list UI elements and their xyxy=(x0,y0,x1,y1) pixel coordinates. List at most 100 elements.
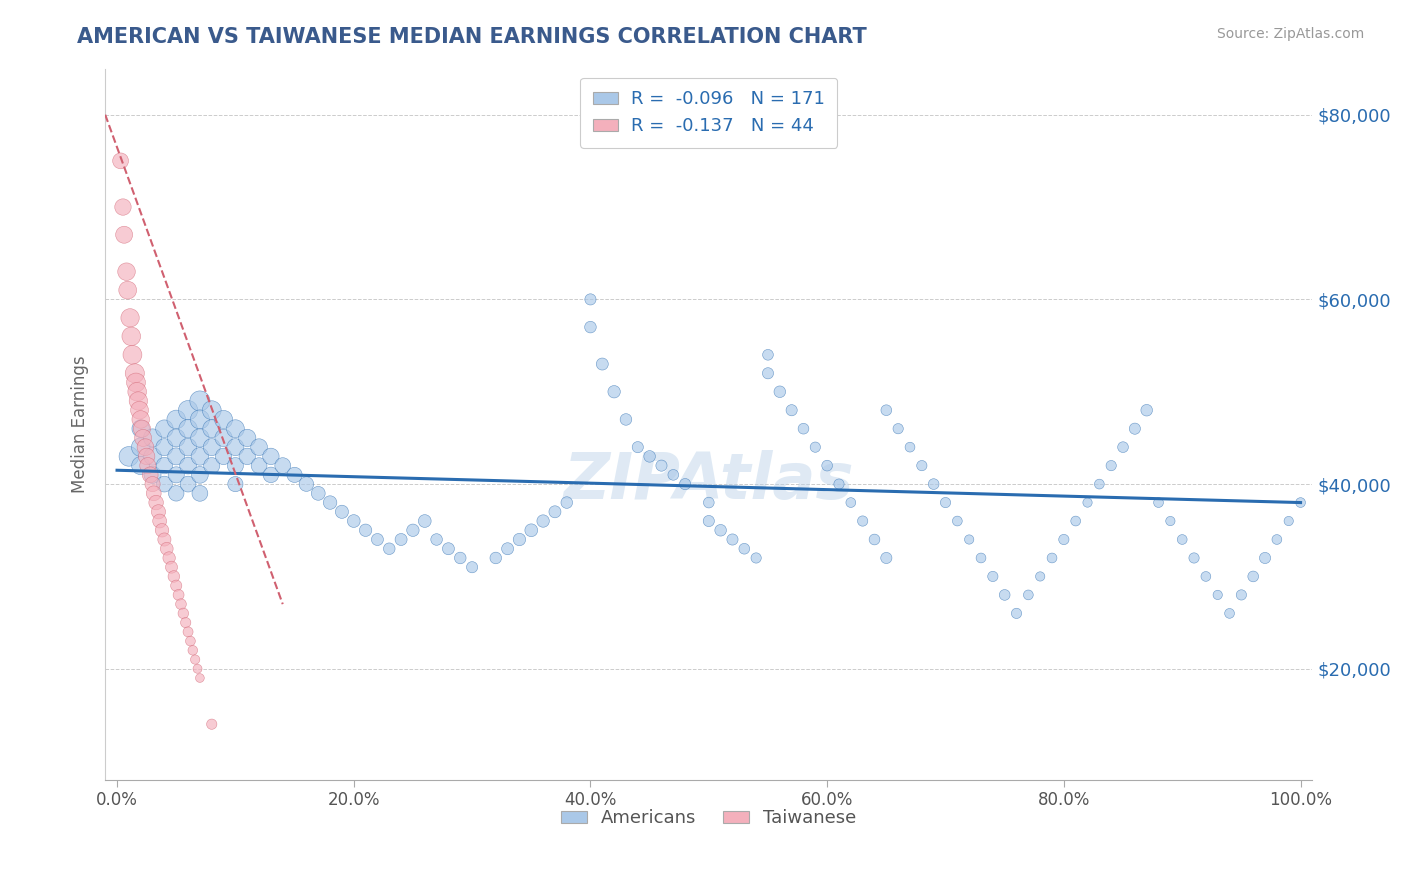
Point xyxy=(212,431,235,445)
Point xyxy=(136,458,159,473)
Point xyxy=(201,422,224,436)
Point xyxy=(828,477,851,491)
Text: AMERICAN VS TAIWANESE MEDIAN EARNINGS CORRELATION CHART: AMERICAN VS TAIWANESE MEDIAN EARNINGS CO… xyxy=(77,27,868,46)
Point xyxy=(1206,588,1229,602)
Point xyxy=(212,412,235,426)
Point xyxy=(177,422,200,436)
Point xyxy=(922,477,945,491)
Point xyxy=(769,384,792,399)
Point xyxy=(201,458,224,473)
Point xyxy=(319,495,342,509)
Point xyxy=(188,671,211,685)
Point xyxy=(177,458,200,473)
Point xyxy=(165,486,187,500)
Point xyxy=(485,551,508,566)
Point xyxy=(177,624,200,639)
Point xyxy=(957,533,980,547)
Point xyxy=(1040,551,1063,566)
Point xyxy=(157,551,180,566)
Point xyxy=(710,523,733,537)
Point xyxy=(1195,569,1218,583)
Point xyxy=(934,495,956,509)
Point xyxy=(115,265,138,279)
Point xyxy=(201,403,224,417)
Point xyxy=(184,652,207,666)
Point xyxy=(697,495,720,509)
Point xyxy=(1123,422,1146,436)
Point xyxy=(165,431,187,445)
Point xyxy=(129,422,152,436)
Point xyxy=(650,458,672,473)
Point xyxy=(1171,533,1194,547)
Point xyxy=(284,467,307,482)
Point xyxy=(188,431,211,445)
Point xyxy=(426,533,449,547)
Point xyxy=(247,440,270,454)
Point xyxy=(1278,514,1301,528)
Point xyxy=(1241,569,1264,583)
Point xyxy=(131,422,153,436)
Point xyxy=(673,477,696,491)
Point xyxy=(1254,551,1277,566)
Point xyxy=(591,357,613,371)
Point xyxy=(402,523,425,537)
Point xyxy=(804,440,827,454)
Point xyxy=(121,348,143,362)
Point xyxy=(1289,495,1312,509)
Point xyxy=(177,440,200,454)
Point xyxy=(148,505,170,519)
Point xyxy=(110,153,132,168)
Point xyxy=(179,634,201,648)
Point xyxy=(1218,607,1240,621)
Point xyxy=(224,422,246,436)
Point xyxy=(520,523,543,537)
Point xyxy=(295,477,318,491)
Point xyxy=(153,477,176,491)
Point xyxy=(260,467,283,482)
Point xyxy=(413,514,436,528)
Point xyxy=(733,541,755,556)
Point xyxy=(1064,514,1087,528)
Point xyxy=(212,450,235,464)
Point xyxy=(167,588,190,602)
Point xyxy=(898,440,921,454)
Point xyxy=(135,450,157,464)
Point xyxy=(697,514,720,528)
Point xyxy=(153,533,176,547)
Point xyxy=(638,450,661,464)
Point xyxy=(1088,477,1111,491)
Point xyxy=(1099,458,1122,473)
Point xyxy=(662,467,685,482)
Point xyxy=(118,450,141,464)
Point xyxy=(142,431,165,445)
Point xyxy=(307,486,329,500)
Point xyxy=(112,227,135,242)
Point xyxy=(224,477,246,491)
Point xyxy=(389,533,412,547)
Point xyxy=(1053,533,1076,547)
Point xyxy=(153,440,176,454)
Point xyxy=(1005,607,1028,621)
Point xyxy=(172,607,194,621)
Point xyxy=(236,431,259,445)
Point xyxy=(165,579,187,593)
Text: Source: ZipAtlas.com: Source: ZipAtlas.com xyxy=(1216,27,1364,41)
Point xyxy=(134,440,156,454)
Point xyxy=(111,200,134,214)
Point xyxy=(946,514,969,528)
Point xyxy=(343,514,366,528)
Point xyxy=(165,412,187,426)
Point xyxy=(170,597,193,611)
Point xyxy=(839,495,862,509)
Point xyxy=(1136,403,1159,417)
Point xyxy=(149,514,172,528)
Point xyxy=(181,643,204,657)
Point xyxy=(579,293,602,307)
Point xyxy=(128,403,150,417)
Text: ZIPAtlas: ZIPAtlas xyxy=(564,450,853,512)
Point xyxy=(555,495,578,509)
Point xyxy=(125,376,148,390)
Point xyxy=(129,458,152,473)
Y-axis label: Median Earnings: Median Earnings xyxy=(72,355,89,493)
Point xyxy=(201,440,224,454)
